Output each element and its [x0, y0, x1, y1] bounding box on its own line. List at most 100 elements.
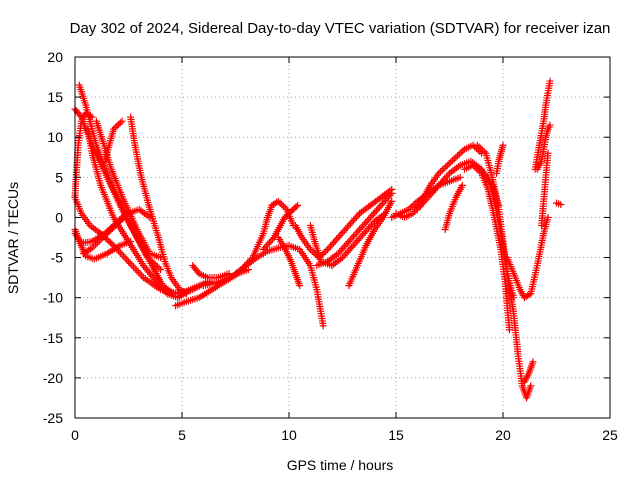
data-point [319, 322, 327, 330]
data-point [355, 235, 363, 243]
data-point [149, 258, 157, 266]
data-point [106, 239, 114, 247]
data-point [343, 248, 351, 256]
data-point [474, 166, 482, 174]
data-point [294, 201, 302, 209]
data-point [429, 188, 437, 196]
data-point [110, 125, 118, 133]
x-tick-label: 15 [388, 427, 404, 443]
data-point [264, 240, 272, 248]
data-point [354, 211, 362, 219]
data-point [438, 178, 446, 186]
data-point [385, 193, 393, 201]
data-point [308, 247, 316, 255]
data-point [328, 240, 336, 248]
axis-ticks: 0 5 10 15 20 25 -25 -20 -15 -10 -5 0 5 10 15 20 [43, 49, 618, 443]
data-point [439, 176, 447, 184]
data-point [134, 268, 142, 276]
data-point [365, 215, 373, 223]
data-point [105, 237, 113, 245]
data-point [340, 252, 348, 260]
data-point [499, 141, 507, 149]
data-point [358, 231, 366, 239]
series-arc-ah [533, 121, 554, 173]
data-point [380, 198, 388, 206]
data-point [456, 173, 464, 181]
data-point [469, 161, 477, 169]
data-point [327, 242, 335, 250]
data-point [445, 160, 453, 168]
data-point [101, 229, 109, 237]
data-point [360, 220, 368, 228]
data-point [375, 203, 383, 211]
data-point [455, 150, 463, 158]
data-point [116, 216, 124, 224]
data-point [457, 148, 465, 156]
data-point [452, 153, 460, 161]
data-point [108, 240, 116, 248]
data-point [471, 163, 479, 171]
data-point [152, 261, 160, 269]
data-point [382, 196, 390, 204]
data-point [348, 218, 356, 226]
series-arc-ae [503, 213, 552, 302]
x-tick-label: 25 [602, 427, 618, 443]
data-point [336, 232, 344, 240]
data-point [109, 222, 117, 230]
data-point [267, 237, 275, 245]
data-point [432, 185, 440, 193]
data-point [544, 149, 552, 157]
data-point [442, 173, 450, 181]
data-point [157, 266, 165, 274]
y-tick-label: 20 [47, 49, 63, 65]
data-point [369, 210, 377, 218]
data-point [421, 197, 429, 205]
data-point [114, 217, 122, 225]
data-point [374, 205, 382, 213]
data-point [343, 223, 351, 231]
data-point [527, 382, 535, 390]
data-point [426, 192, 434, 200]
data-point [333, 235, 341, 243]
data-point [125, 258, 132, 266]
series-arc-ad [493, 141, 507, 177]
data-point [144, 254, 152, 262]
data-point [383, 195, 391, 203]
data-point [352, 238, 360, 246]
data-point [444, 171, 452, 179]
data-point [351, 231, 359, 239]
data-point [345, 238, 353, 246]
data-point [346, 236, 354, 244]
data-point [350, 232, 358, 240]
data-point [476, 168, 484, 176]
data-point [123, 256, 131, 264]
data-point [450, 155, 458, 163]
data-point [112, 219, 120, 227]
data-point [505, 326, 513, 334]
data-point [418, 200, 426, 208]
data-point [281, 204, 289, 212]
data-point [150, 260, 158, 268]
data-point [436, 180, 444, 188]
data-point [348, 243, 356, 251]
data-point [296, 282, 304, 290]
chart-title: Day 302 of 2024, Sidereal Day-to-day VTE… [70, 20, 611, 37]
y-tick-label: 5 [55, 169, 63, 185]
data-point [357, 233, 365, 241]
data-point [354, 236, 362, 244]
data-point [342, 250, 350, 258]
data-point [371, 208, 379, 216]
series-arc-k [71, 209, 130, 247]
data-point [262, 242, 270, 250]
data-point [415, 204, 423, 212]
data-point [116, 249, 124, 257]
data-point [138, 272, 146, 280]
plot-frame [74, 56, 611, 419]
data-point [442, 163, 450, 171]
data-point [274, 197, 282, 205]
data-point [433, 183, 441, 191]
data-point [117, 214, 125, 222]
data-point [111, 124, 119, 132]
data-point [408, 202, 416, 210]
